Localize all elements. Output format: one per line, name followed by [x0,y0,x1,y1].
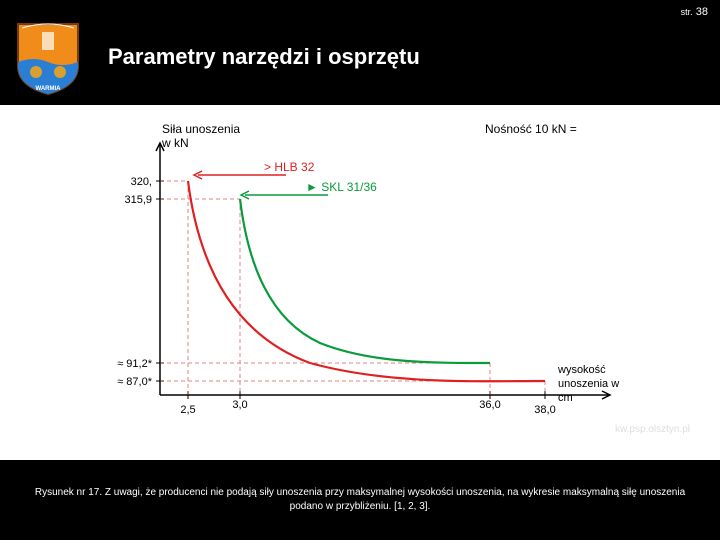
x-axis-title-1: wysokość [557,364,606,376]
caption-text: Rysunek nr 17. Z uwagi, że producenci ni… [20,486,700,514]
svg-text:WARMIA: WARMIA [36,86,62,92]
x-axis-title-2: unoszenia w [558,378,619,390]
chart-area: Siła unoszenia w kN Nośność 10 kN = 320,… [0,105,720,460]
ytick-912: ≈ 91,2* [117,358,153,370]
legend-green: ► SKL 31/36 [306,180,377,194]
page-number: str. 38 [681,6,708,18]
page-value: 38 [696,6,708,18]
logo-badge: WARMIA [14,18,82,96]
ytick-870: ≈ 87,0* [117,376,153,388]
top-right-label: Nośność 10 kN = [485,122,577,136]
caption-bar: Rysunek nr 17. Z uwagi, że producenci ni… [0,460,720,540]
ytick-320: 320, [131,176,152,188]
ytick-3159: 315,9 [124,194,152,206]
xtick-30: 3,0 [232,399,247,411]
xtick-360: 36,0 [479,399,500,411]
y-axis-title-1: Siła unoszenia [162,122,240,136]
x-axis-title-3: cm [558,392,573,404]
xtick-380: 38,0 [534,404,555,416]
watermark: kw.psp.olsztyn.pl [615,424,690,435]
slide-title: Parametry narzędzi i osprzętu [108,44,420,70]
legend-red: > HLB 32 [264,160,315,174]
header-bar: str. 38 WARMIA Parametry narzędzi i ospr… [0,0,720,105]
xtick-25: 2,5 [180,404,195,416]
chart-svg: Siła unoszenia w kN Nośność 10 kN = 320,… [90,115,650,445]
series-green [240,199,490,363]
page-prefix: str. [681,7,693,17]
y-axis-title-2: w kN [161,136,189,150]
